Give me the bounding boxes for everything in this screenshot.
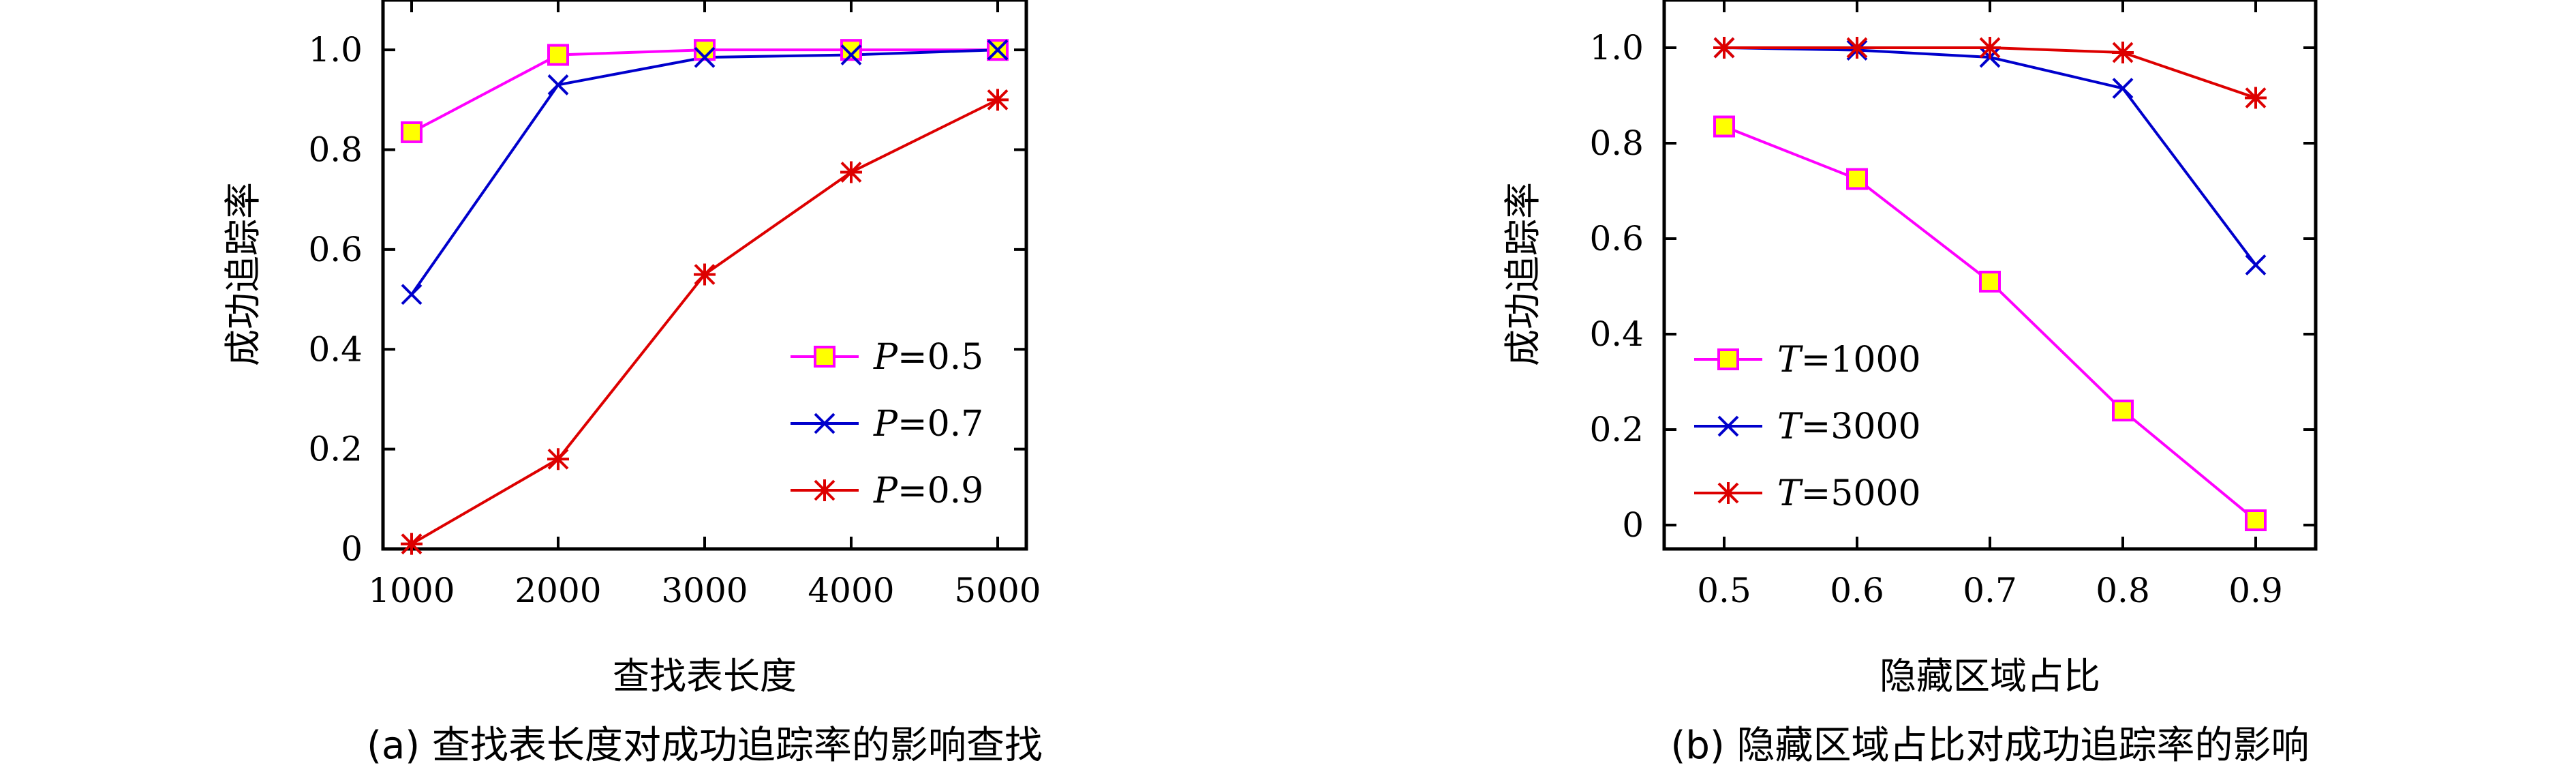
chart-b-series-3-point bbox=[1713, 37, 1735, 59]
chart-a-series-2-point bbox=[694, 46, 716, 68]
chart-b-legend-label-3: T=5000 bbox=[1777, 473, 1921, 514]
chart-a: 0 0.2 0.4 0.6 0.8 1.0 1000 2000 3000 4000 5000 P=0… bbox=[221, 0, 1043, 768]
chart-b-ytick-label: 1.0 bbox=[1589, 28, 1644, 68]
chart-a-series-2-point bbox=[547, 74, 569, 95]
chart-a-series-3-point bbox=[401, 533, 423, 555]
chart-b-ytick-label: 0.4 bbox=[1589, 314, 1644, 354]
chart-a-xtick-label: 2000 bbox=[515, 571, 601, 610]
chart-a-ytick-label: 1.0 bbox=[308, 30, 363, 70]
chart-b-ytick-label: 0.8 bbox=[1589, 123, 1644, 163]
chart-b-series-3-point bbox=[1846, 37, 1868, 59]
chart-a-legend-marker-1 bbox=[814, 346, 835, 368]
chart-a-ytick-label: 0.6 bbox=[308, 230, 363, 269]
chart-a-series-2-point bbox=[987, 39, 1009, 61]
chart-a-lines bbox=[410, 48, 998, 546]
chart-b-series-2-point bbox=[2245, 254, 2267, 275]
chart-b-series-3-point bbox=[1979, 37, 2001, 59]
chart-a-series-1-point bbox=[401, 121, 423, 143]
chart-a-series-1-line bbox=[411, 48, 998, 134]
chart-b-markers bbox=[1713, 37, 2267, 531]
chart-b-series-1-point bbox=[1979, 271, 2001, 293]
chart-b-xtick-label: 0.8 bbox=[2096, 571, 2150, 610]
chart-a-caption: (a) 查找表长度对成功追踪率的影响查找 bbox=[367, 723, 1043, 768]
chart-b-ytick-label: 0.6 bbox=[1589, 219, 1644, 258]
chart-a-legend: P=0.5 P=0.7 P=0.9 bbox=[791, 337, 983, 511]
chart-b-legend-marker-3 bbox=[1717, 482, 1739, 504]
chart-a-legend-marker-3 bbox=[814, 479, 835, 501]
chart-b-xlabel: 隐藏区域占比 bbox=[1880, 655, 2100, 698]
chart-a-ytick-label: 0.8 bbox=[308, 130, 363, 170]
chart-b-xtick-label: 0.9 bbox=[2228, 571, 2283, 610]
chart-a-legend-marker-2 bbox=[814, 413, 835, 434]
chart-b-caption: (b) 隐藏区域占比对成功追踪率的影响 bbox=[1670, 723, 2309, 768]
chart-a-series-3-point bbox=[547, 448, 569, 471]
chart-b-xtick-label: 0.6 bbox=[1830, 571, 1884, 610]
chart-a-series-2-point bbox=[401, 284, 423, 305]
chart-a-xtick-label: 3000 bbox=[661, 571, 748, 610]
chart-b-series-2-point bbox=[2112, 78, 2134, 99]
chart-b-legend: T=1000 T=3000 T=5000 bbox=[1694, 340, 1921, 514]
chart-a-markers bbox=[401, 39, 1009, 555]
chart-b-series-1-point bbox=[2245, 509, 2267, 531]
chart-b-ticks: 0 0.2 0.4 0.6 0.8 1.0 0.5 0.6 0.7 0.8 0.9 bbox=[1589, 0, 2316, 610]
chart-a-xtick-label: 4000 bbox=[808, 571, 894, 610]
chart-b-ylabel: 成功追踪率 bbox=[1501, 182, 1544, 366]
chart-b-legend-label-1: T=1000 bbox=[1777, 340, 1921, 380]
chart-a-ytick-label: 0 bbox=[341, 529, 363, 569]
chart-b: 00.20.40.60.81.00.5 0.6 0.7 0.8 0.9 T=1000T=… bbox=[1501, 0, 2318, 768]
chart-a-ticks: 0 0.2 0.4 0.6 0.8 1.0 1000 2000 3000 4000 5000 bbox=[308, 0, 1041, 610]
chart-b-legend-label-2: T=3000 bbox=[1777, 406, 1921, 447]
chart-b-series-2-line bbox=[1723, 46, 2257, 266]
chart-a-series-1-point bbox=[547, 44, 569, 66]
chart-a-series-3-point bbox=[840, 161, 862, 183]
chart-b-series-1-point bbox=[1846, 168, 1868, 190]
chart-a-series-3-point bbox=[987, 89, 1009, 111]
chart-a-xtick-label: 1000 bbox=[368, 571, 455, 610]
chart-a-legend-label-2: P=0.7 bbox=[873, 404, 983, 445]
chart-b-series-1-point bbox=[1713, 115, 1735, 138]
chart-b-legend-marker-1 bbox=[1717, 348, 1739, 370]
chart-a-ytick-label: 0.4 bbox=[308, 329, 363, 369]
chart-b-series-1-point bbox=[2112, 400, 2134, 421]
chart-b-series-3-point bbox=[2112, 42, 2134, 63]
chart-b-ytick-label: 0.2 bbox=[1589, 410, 1644, 449]
chart-a-series-2-point bbox=[840, 44, 862, 65]
chart-a-legend-label-1: P=0.5 bbox=[873, 337, 983, 378]
chart-b-series-1-line bbox=[1723, 125, 2257, 522]
chart-b-series-3-point bbox=[2245, 87, 2267, 109]
chart-a-xlabel: 查找表长度 bbox=[613, 655, 797, 698]
chart-b-ytick-label: 0 bbox=[1622, 505, 1644, 545]
chart-a-legend-label-3: P=0.9 bbox=[873, 471, 983, 511]
chart-b-xtick-label: 0.5 bbox=[1697, 571, 1751, 610]
chart-a-ylabel: 成功追踪率 bbox=[221, 182, 264, 366]
chart-b-legend-marker-2 bbox=[1717, 415, 1739, 437]
chart-a-series-3-point bbox=[694, 263, 716, 286]
chart-a-xtick-label: 5000 bbox=[954, 571, 1041, 610]
chart-b-xtick-label: 0.7 bbox=[1963, 571, 2017, 610]
chart-a-ytick-label: 0.2 bbox=[308, 430, 363, 469]
